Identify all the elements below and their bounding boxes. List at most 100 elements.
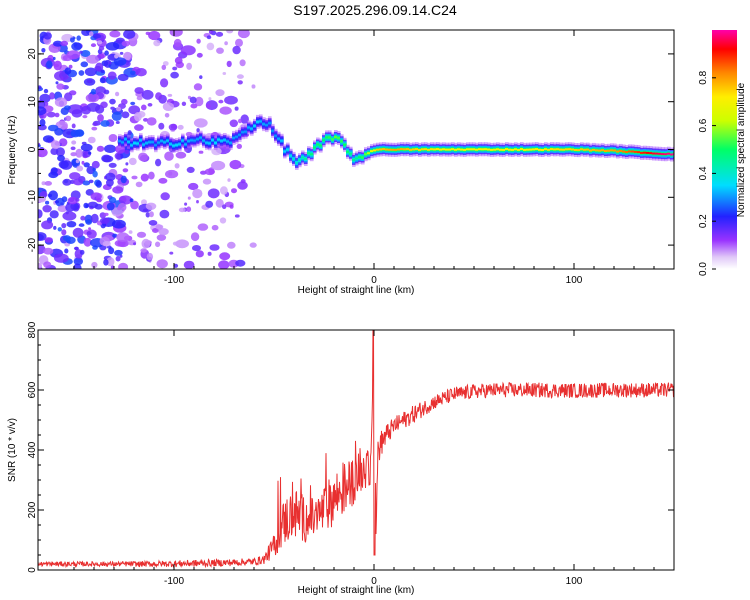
spectrogram-noise-blob: [195, 250, 204, 258]
spectrogram-ridge-cell: [268, 122, 272, 125]
spectrogram-noise-blob: [76, 35, 81, 41]
spectrogram-noise-blob: [232, 45, 241, 55]
spectrogram-ridge-cell: [436, 148, 440, 151]
spectrogram-noise-blob: [95, 180, 102, 188]
spectrogram-noise-blob: [81, 30, 92, 36]
spectrogram-noise-blob: [141, 238, 151, 249]
spectrogram-ridge-cell: [259, 120, 263, 123]
spectrogram-noise-blob: [211, 224, 219, 231]
spectrogram-noise-blob: [70, 146, 76, 151]
spectrogram-noise-blob: [129, 198, 134, 202]
spectrogram-ridge-cell: [640, 151, 644, 154]
spectrogram-ridge-cell: [592, 148, 596, 151]
spectrogram-noise-blob: [118, 195, 133, 205]
spectrogram-noise-blob: [207, 188, 220, 199]
spectrogram-noise-blob: [116, 106, 122, 112]
spectrogram-ridge-cell: [397, 148, 401, 151]
spectrogram-ridge-cell: [322, 139, 326, 142]
spectrogram-noise-blob: [94, 65, 102, 71]
spectrogram-ridge-cell: [535, 148, 539, 151]
spectrogram-ridge-cell: [586, 148, 590, 151]
spectrogram-noise-blob: [43, 261, 52, 269]
spectrogram-noise-blob: [38, 262, 43, 269]
spectrogram-ridge-cell: [190, 139, 194, 142]
spectrogram-noise-blob: [88, 179, 94, 184]
spectrogram-noise-blob: [165, 169, 179, 179]
spectrogram-ridge-cell: [280, 139, 284, 142]
spectrogram-ridge-cell: [355, 157, 359, 160]
spectrogram-noise-blob: [39, 118, 46, 127]
spectrogram-ridge-cell: [136, 142, 140, 145]
spectrogram-ridge-cell: [589, 149, 593, 152]
spectrogram-noise-blob: [88, 31, 94, 37]
spectrogram-noise-blob: [112, 186, 124, 194]
spectrogram-noise-blob: [190, 103, 198, 109]
spectrogram-ridge-cell: [235, 135, 239, 138]
spectrogram-noise-blob: [174, 163, 180, 169]
spectrogram-noise-blob: [192, 188, 203, 199]
spectrogram-noise-blob: [145, 212, 150, 218]
spectrogram-ridge-cell: [487, 148, 491, 151]
spectrogram-noise-blob: [103, 212, 109, 216]
spectrogram-noise-blob: [146, 117, 157, 126]
spectrogram-noise-blob: [53, 60, 62, 71]
snr-xtick-label: -100: [164, 576, 184, 587]
spectrogram-ridge-cell: [616, 150, 620, 153]
spectrogram-noise-blob: [42, 135, 54, 143]
spectrogram-noise-blob: [80, 50, 91, 57]
spectrogram-noise-blob: [155, 241, 161, 248]
spectrogram-ridge-cell: [613, 149, 617, 152]
spectrogram-noise-blob: [172, 66, 178, 71]
spectrogram-noise-blob: [162, 102, 174, 111]
spectrogram-noise-blob: [63, 235, 71, 242]
spectrogram-ridge-cell: [157, 141, 161, 144]
spectrogram-ridge-cell: [466, 148, 470, 151]
spectrogram-ridge-cell: [406, 148, 410, 151]
spectrogram-noise-blob: [57, 227, 62, 232]
spectrogram-ridge-cell: [226, 140, 230, 143]
spectrogram-noise-blob: [83, 237, 92, 247]
spectrogram-noise-blob: [251, 84, 256, 89]
spectrogram-ridge-cell: [253, 124, 257, 127]
spectrogram-ridge-cell: [478, 148, 482, 151]
spectrogram-noise-blob: [216, 47, 224, 54]
spectrogram-noise-blob: [237, 181, 248, 190]
spectrogram-noise-blob: [55, 147, 65, 157]
spectrogram-ytick-label: 20: [27, 48, 38, 60]
spectrogram-noise-blob: [208, 30, 213, 35]
spectrogram-ridge-cell: [601, 149, 605, 152]
spectrogram-noise-blob: [181, 101, 187, 107]
spectrogram-noise-blob: [72, 227, 84, 238]
spectrogram-noise-blob: [97, 53, 105, 59]
spectrogram-noise-blob: [87, 151, 92, 155]
spectrogram-noise-blob: [175, 151, 187, 159]
spectrogram-noise-blob: [80, 61, 89, 68]
spectrogram-noise-blob: [58, 160, 69, 169]
spectrogram-noise-blob: [239, 59, 246, 67]
spectrogram-ridge-cell: [307, 152, 311, 155]
spectrogram-noise-blob: [44, 181, 52, 186]
spectrogram-noise-blob: [100, 69, 105, 74]
spectrogram-ridge-cell: [127, 140, 131, 143]
spectrogram-ridge-cell: [463, 148, 467, 151]
spectrogram-noise-blob: [118, 262, 129, 269]
spectrogram-noise-blob: [140, 248, 148, 253]
spectrogram-noise-blob: [155, 92, 163, 100]
spectrogram-noise-blob: [48, 171, 59, 179]
spectrogram-ridge-cell: [634, 150, 638, 153]
spectrogram-noise-blob: [90, 88, 96, 95]
spectrogram-noise-blob: [131, 175, 138, 180]
spectrogram-noise-blob: [134, 112, 142, 122]
spectrogram-noise-blob: [215, 89, 225, 97]
spectrogram-noise-blob: [160, 78, 169, 88]
spectrogram-noise-blob: [43, 247, 54, 255]
spectrogram-ridge-cell: [211, 139, 215, 142]
spectrogram-ridge-cell: [361, 156, 365, 159]
spectrogram-ridge-cell: [607, 149, 611, 152]
spectrogram-ridge-cell: [655, 152, 659, 155]
spectrogram-noise-blob: [71, 42, 82, 51]
snr-ylabel: SNR (10 * v/v): [7, 418, 18, 482]
spectrogram-noise-blob: [235, 259, 246, 267]
spectrogram-ridge-cell: [622, 150, 626, 153]
spectrogram-ridge-cell: [424, 148, 428, 151]
